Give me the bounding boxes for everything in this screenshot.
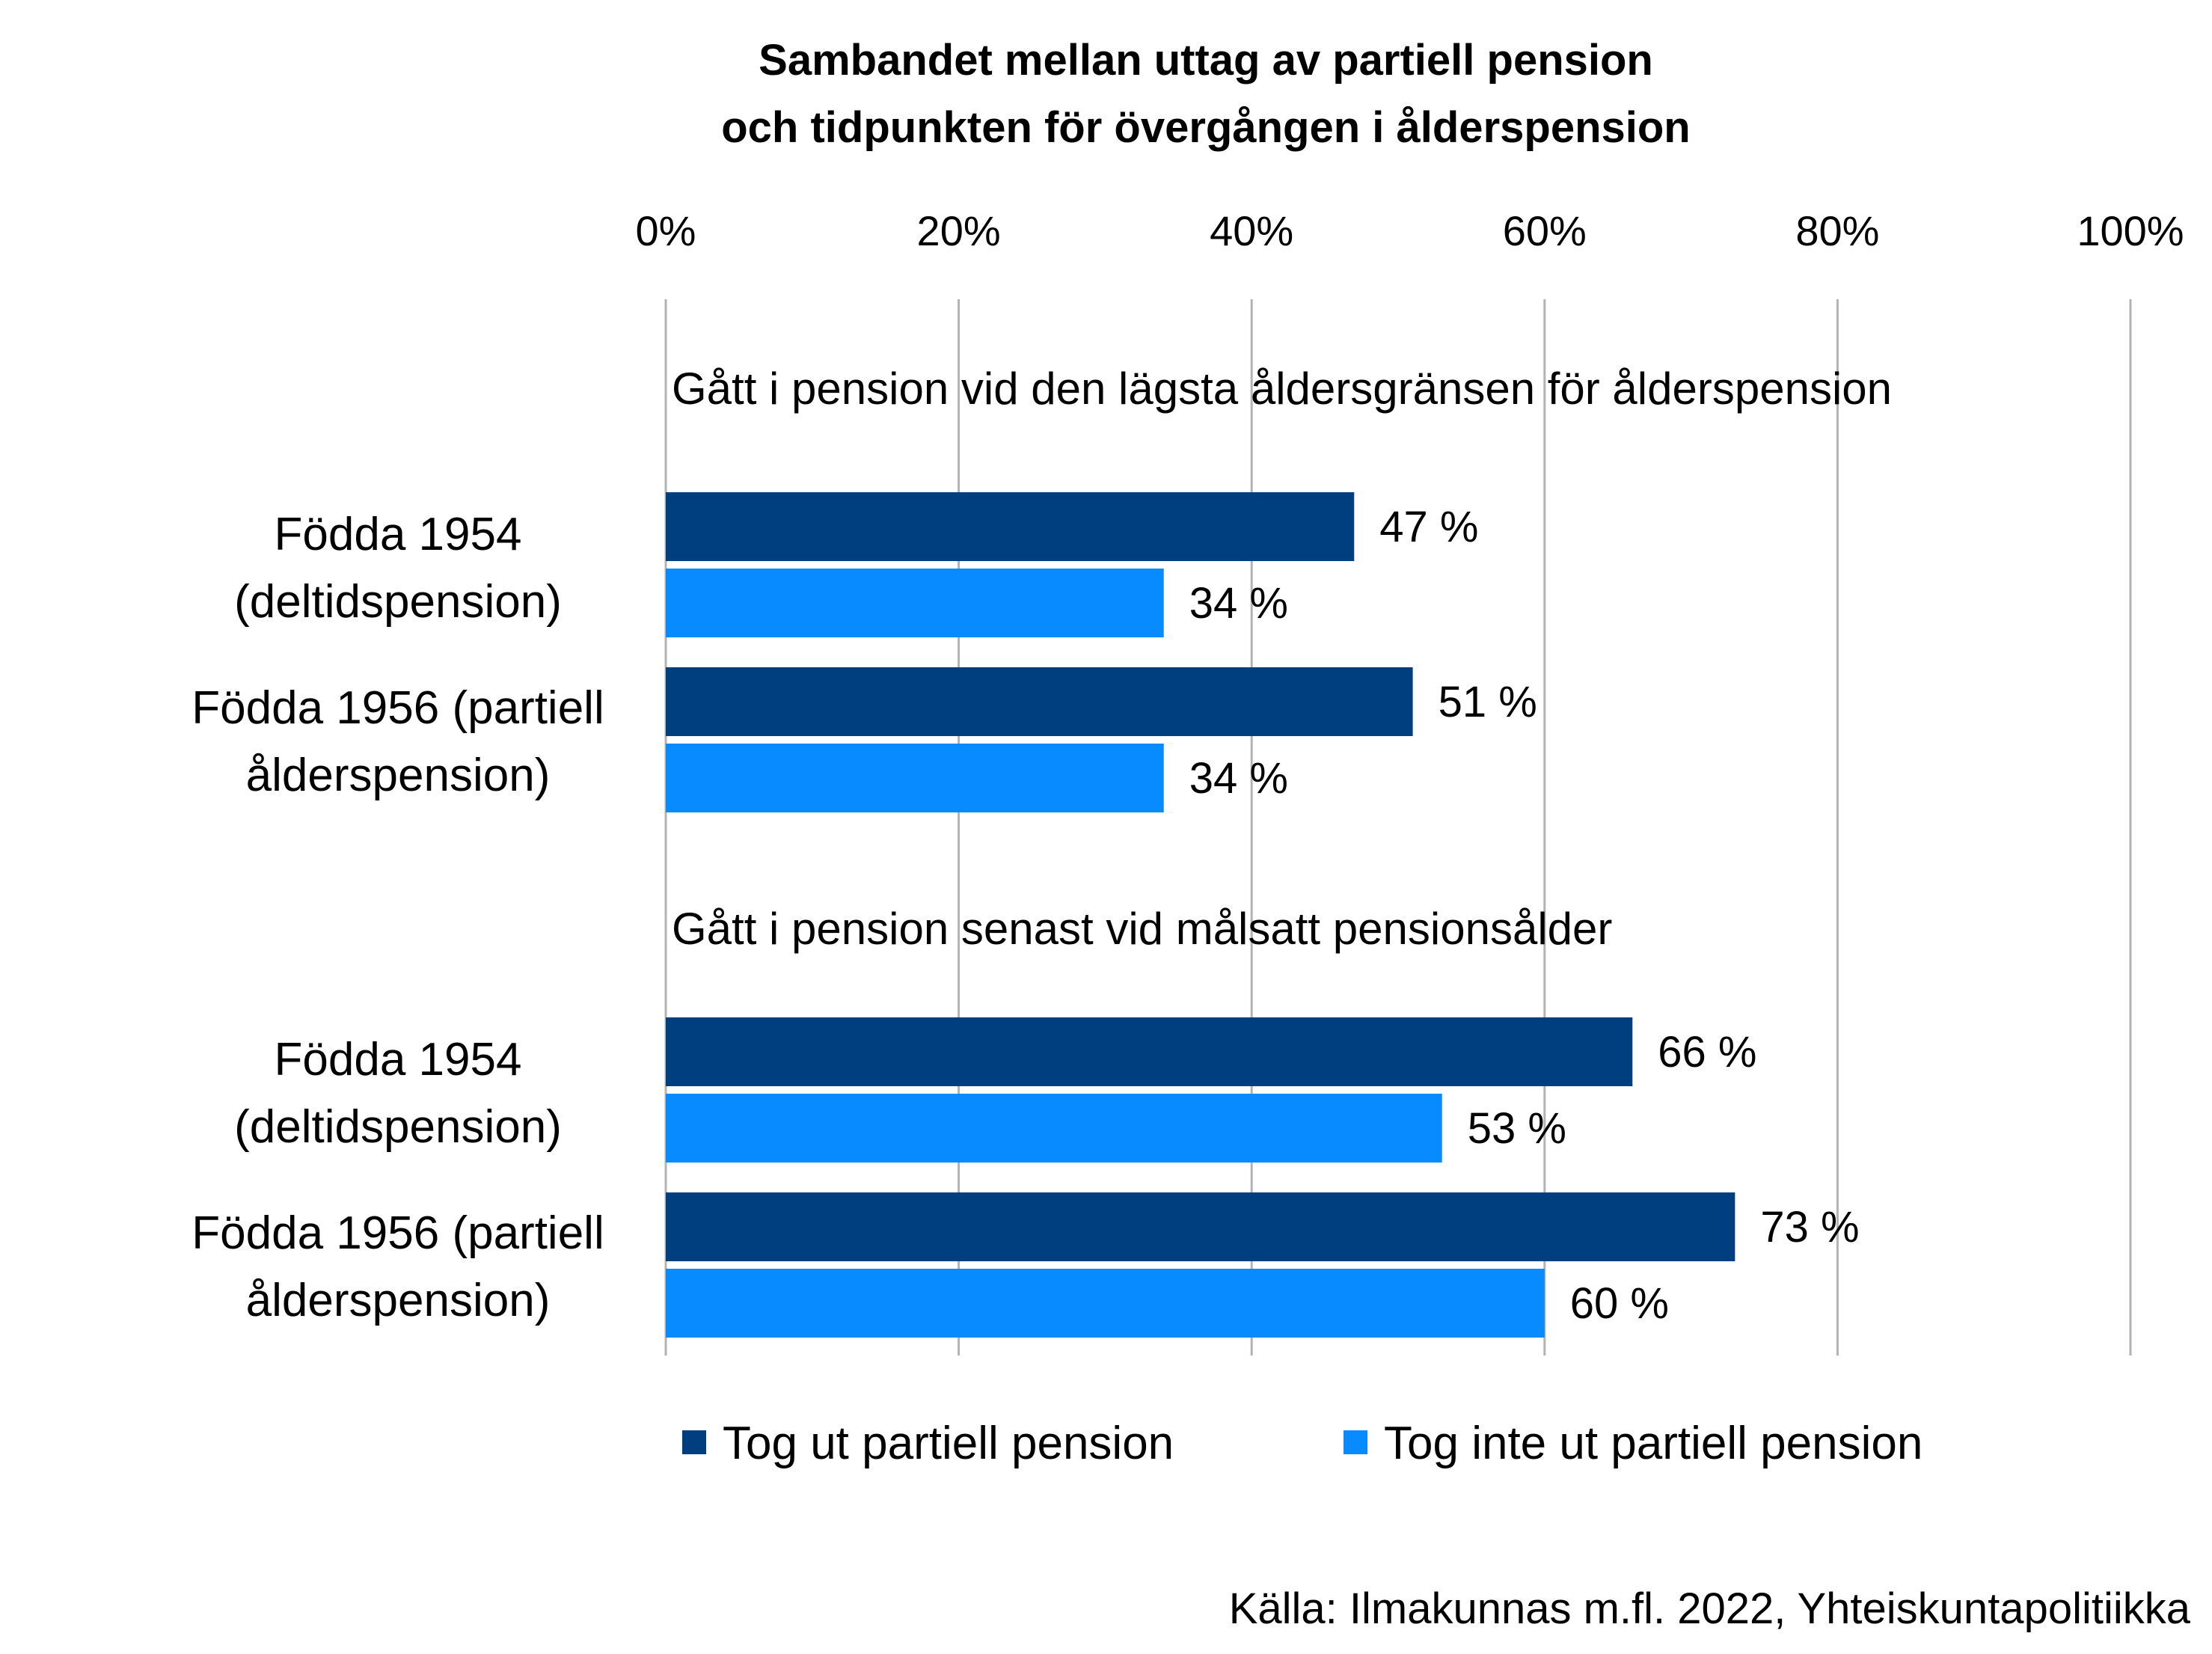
bar [666, 1094, 1442, 1163]
value-label: 73 % [1760, 1203, 1859, 1252]
source-note: Källa: Ilmakunnas m.fl. 2022, Yhteiskunt… [1229, 1584, 2191, 1633]
x-tick-label: 80% [1795, 207, 1879, 254]
bar [666, 1269, 1545, 1338]
legend-swatch [1344, 1430, 1367, 1454]
legend-label: Tog inte ut partiell pension [1384, 1418, 1923, 1469]
category-label: (deltidspension) [234, 1101, 562, 1153]
legend-label: Tog ut partiell pension [723, 1418, 1174, 1469]
bar [666, 744, 1164, 812]
value-label: 51 % [1439, 678, 1537, 726]
chart-title-line-2: och tidpunkten för övergången i ålderspe… [721, 103, 1690, 152]
value-label: 66 % [1658, 1028, 1756, 1076]
value-label: 60 % [1570, 1279, 1669, 1328]
chart-title-line-1: Sambandet mellan uttag av partiell pensi… [759, 36, 1653, 85]
value-label: 47 % [1379, 503, 1478, 551]
x-tick-label: 0% [636, 207, 696, 254]
group-title: Gått i pension senast vid målsatt pensio… [672, 904, 1612, 954]
x-axis-tick-labels: 0% 20% 40% 60% 80% 100% [636, 207, 2184, 254]
gridlines [664, 299, 2132, 1356]
x-tick-label: 20% [917, 207, 1001, 254]
bar [666, 1192, 1735, 1261]
category-labels: Födda 1954 (deltidspension) Födda 1956 (pa… [192, 509, 604, 1326]
value-label: 53 % [1468, 1104, 1566, 1153]
value-label: 34 % [1189, 754, 1288, 803]
bar [666, 569, 1164, 637]
category-label: Födda 1956 (partiell [192, 1207, 604, 1259]
chart-title: Sambandet mellan uttag av partiell pensi… [721, 36, 1690, 152]
bars: 47 % 34 % 51 % 34 % 66 % 53 % 73 % 60 % [666, 492, 1860, 1338]
category-label: Födda 1956 (partiell [192, 682, 604, 734]
bar [666, 492, 1355, 561]
x-tick-label: 100% [2077, 207, 2184, 254]
legend: Tog ut partiell pension Tog inte ut parti… [682, 1418, 1923, 1469]
category-label: ålderspension) [246, 1275, 551, 1326]
category-label: Födda 1954 [275, 1034, 522, 1085]
legend-swatch [682, 1430, 706, 1454]
category-label: ålderspension) [246, 750, 551, 801]
bar [666, 667, 1413, 736]
x-tick-label: 60% [1503, 207, 1587, 254]
category-label: (deltidspension) [234, 576, 562, 628]
group-title: Gått i pension vid den lägsta åldersgrän… [672, 364, 1892, 414]
category-label: Födda 1954 [275, 509, 522, 560]
value-label: 34 % [1189, 579, 1288, 628]
bar [666, 1017, 1633, 1086]
x-tick-label: 40% [1210, 207, 1293, 254]
group-titles: Gått i pension vid den lägsta åldersgrän… [672, 364, 1892, 954]
